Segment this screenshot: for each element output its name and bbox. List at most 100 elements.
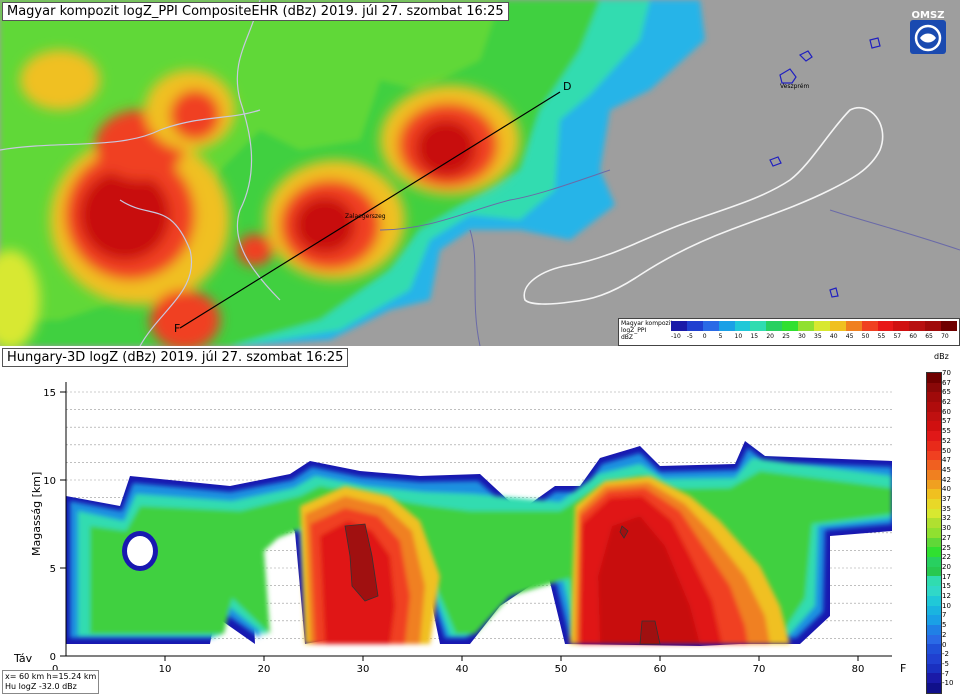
legend-value: 30 — [798, 333, 806, 340]
scale-value: 70 — [942, 369, 951, 377]
x-tick-label: 50 — [555, 664, 568, 675]
map-legend: Magyar kompozit logZ_PPI dBZ -10 -5 0 5 10 15… — [618, 318, 960, 346]
city-label-veszprem: Veszprém — [780, 83, 809, 90]
scale-value: 5 — [942, 621, 947, 630]
legend-swatch — [925, 321, 942, 331]
x-tick-label: 10 — [159, 664, 172, 675]
legend-swatch — [941, 321, 958, 331]
scale-swatch — [927, 624, 941, 635]
cross-section-chart: 0 5 10 15 10 20 30 40 50 60 70 80 0 Magasság [km] T… — [13, 382, 906, 675]
y-tick-label: 0 — [50, 652, 56, 663]
x-axis-label: Táv — [13, 652, 33, 665]
scale-swatch — [927, 663, 941, 674]
scale-swatch — [927, 586, 941, 596]
omsz-logo: OMSZ — [906, 8, 952, 56]
scale-value: 10 — [942, 601, 951, 610]
cursor-info: x= 60 km h=15.24 km Hu logZ -32.0 dBz — [2, 670, 100, 694]
scale-value: 7 — [942, 611, 947, 620]
legend-value: 35 — [814, 333, 822, 340]
scale-swatch — [927, 431, 941, 441]
scale-value: 65 — [942, 388, 951, 397]
x-tick-label: 80 — [852, 664, 865, 675]
x-tick-label: 40 — [456, 664, 469, 675]
scale-swatch — [927, 373, 941, 383]
legend-swatch — [718, 321, 735, 331]
cross-section-panel: Hungary-3D logZ (dBz) 2019. júl 27. szom… — [0, 346, 960, 700]
scale-swatch — [927, 460, 941, 470]
legend-value: 57 — [893, 333, 902, 340]
scale-swatch — [927, 402, 941, 412]
scale-swatch — [927, 479, 941, 490]
scale-swatch — [927, 605, 941, 616]
legend-labels: -10 -5 0 5 10 15 20 25 30 35 40 45 50 55 57 60 65 70 — [671, 333, 957, 341]
city-label-zalaegerszeg: Zalaegerszeg — [345, 213, 386, 220]
scale-value: -10 — [942, 679, 954, 688]
scale-value: 67 — [942, 378, 951, 387]
cross-section-line[interactable] — [179, 91, 561, 329]
scale-swatch — [927, 557, 941, 567]
legend-line-3: dBZ — [621, 334, 634, 341]
composite-map-canvas: D F Zalaegerszeg Veszprém — [0, 0, 960, 346]
scale-value: 57 — [942, 417, 951, 426]
y-tick-label: 15 — [43, 388, 56, 399]
scale-swatch — [927, 508, 941, 519]
omsz-logo-text: OMSZ — [912, 10, 945, 21]
legend-swatch — [798, 321, 815, 331]
scale-swatch — [927, 615, 941, 625]
scale-swatch — [927, 537, 941, 548]
scale-value: 47 — [942, 456, 951, 465]
scale-swatch — [927, 518, 941, 528]
x-tick-label: 70 — [753, 664, 766, 675]
scale-value: 12 — [942, 592, 951, 601]
x-tick-label: 20 — [258, 664, 271, 675]
scale-swatch — [927, 595, 941, 606]
legend-swatch — [893, 321, 910, 331]
legend-value: 15 — [750, 333, 759, 340]
legend-value: 5 — [718, 333, 723, 340]
composite-map: D F Zalaegerszeg Veszprém Magyar kompozi… — [0, 0, 960, 346]
scale-value: -2 — [942, 650, 949, 659]
x-tick-label: 30 — [357, 664, 370, 675]
legend-swatch — [845, 321, 862, 331]
y-tick-label: 5 — [50, 564, 56, 575]
scale-value: 32 — [942, 514, 951, 523]
legend-value: 65 — [925, 333, 933, 340]
border-line — [0, 109, 261, 151]
scale-value: 25 — [942, 543, 951, 552]
scale-value: 50 — [942, 446, 951, 455]
scale-swatch — [927, 566, 941, 577]
legend-value: 50 — [861, 333, 870, 340]
legend-value: 0 — [702, 333, 707, 340]
x-tick-label: 60 — [654, 664, 667, 675]
legend-swatch — [877, 321, 894, 331]
legend-value: 70 — [941, 333, 949, 340]
scale-value: 42 — [942, 475, 951, 484]
scale-swatch — [927, 576, 941, 587]
scale-value: 30 — [942, 524, 951, 533]
cursor-info-line-2: Hu logZ -32.0 dBz — [5, 682, 77, 691]
dbz-scale-labels: 70 67 65 62 60 57 55 52 50 47 45 42 40 37 35 32 30 27 25 22… — [942, 369, 960, 692]
legend-swatches — [671, 321, 958, 331]
legend-swatch — [671, 321, 687, 331]
scale-value: -7 — [942, 669, 949, 678]
legend-value: -5 — [686, 333, 693, 340]
dbz-scale-unit: dBz — [934, 352, 949, 361]
map-title: Magyar kompozit logZ_PPI CompositeEHR (d… — [2, 2, 509, 21]
scale-value: 0 — [942, 640, 947, 649]
scale-value: 2 — [942, 630, 947, 639]
cursor-info-line-1: x= 60 km h=15.24 km — [5, 672, 97, 681]
y-ticks: 0 5 10 15 — [43, 388, 66, 663]
legend-swatch — [734, 321, 751, 331]
scale-swatch — [927, 450, 941, 461]
scale-value: 20 — [942, 562, 951, 571]
scale-value: 40 — [942, 485, 951, 494]
x-ticks: 10 20 30 40 50 60 70 80 0 — [52, 656, 864, 675]
scale-swatch — [927, 421, 941, 432]
scale-value: 37 — [942, 495, 951, 504]
scale-value: 60 — [942, 407, 951, 416]
legend-value: 10 — [734, 333, 743, 340]
scale-swatch — [927, 547, 941, 558]
legend-value: 45 — [845, 333, 854, 340]
legend-swatch — [702, 321, 719, 331]
y-tick-label: 10 — [43, 476, 56, 487]
